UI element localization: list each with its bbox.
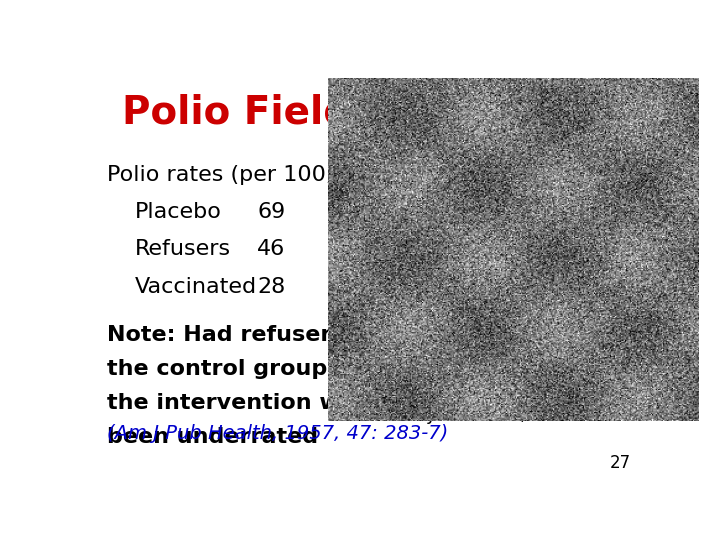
Text: the intervention would have: the intervention would have	[107, 393, 463, 413]
Text: been underrated: been underrated	[107, 427, 318, 447]
Text: 69: 69	[258, 202, 286, 222]
Text: 28: 28	[258, 277, 286, 297]
Text: the control group, the effects of: the control group, the effects of	[107, 359, 512, 379]
Text: 27: 27	[610, 454, 631, 472]
Text: Refusers: Refusers	[135, 239, 231, 259]
Text: Polio Field Trial (1954): Polio Field Trial (1954)	[122, 94, 616, 132]
Text: 46: 46	[258, 239, 286, 259]
Text: Polio rates (per 100,000): Polio rates (per 100,000)	[107, 165, 384, 185]
Text: Dr. Jonas Salk, 1953: Dr. Jonas Salk, 1953	[397, 406, 578, 424]
Text: Placebo: Placebo	[135, 202, 222, 222]
Text: (Am J Pub Health, 1957, 47: 283-7): (Am J Pub Health, 1957, 47: 283-7)	[107, 424, 448, 443]
Text: Vaccinated: Vaccinated	[135, 277, 257, 297]
Text: Note: Had refusers been used as: Note: Had refusers been used as	[107, 325, 518, 345]
